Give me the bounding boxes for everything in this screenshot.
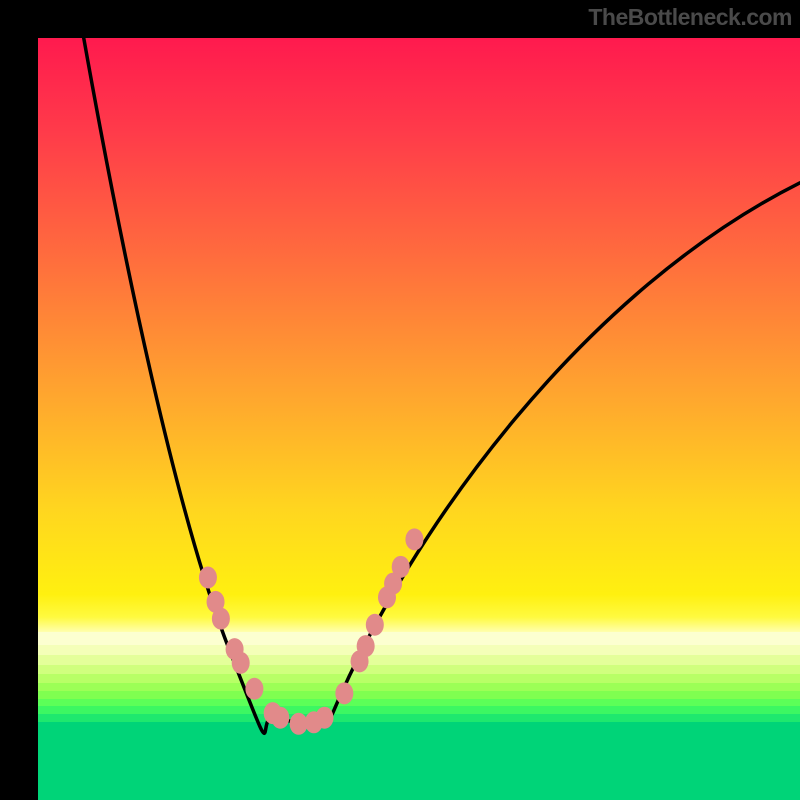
bottleneck-curve (38, 38, 800, 800)
curve-path (84, 38, 800, 733)
data-marker (232, 652, 250, 674)
data-marker (290, 713, 308, 735)
data-marker (245, 678, 263, 700)
data-marker (335, 682, 353, 704)
data-marker (271, 707, 289, 729)
data-marker (316, 707, 334, 729)
watermark-label: TheBottleneck.com (588, 4, 792, 31)
chart-root: TheBottleneck.com (0, 0, 800, 800)
data-marker (357, 635, 375, 657)
data-marker (366, 614, 384, 636)
plot-frame (38, 38, 800, 800)
data-marker (212, 608, 230, 630)
data-marker (392, 556, 410, 578)
data-marker (405, 528, 423, 550)
data-marker (199, 566, 217, 588)
